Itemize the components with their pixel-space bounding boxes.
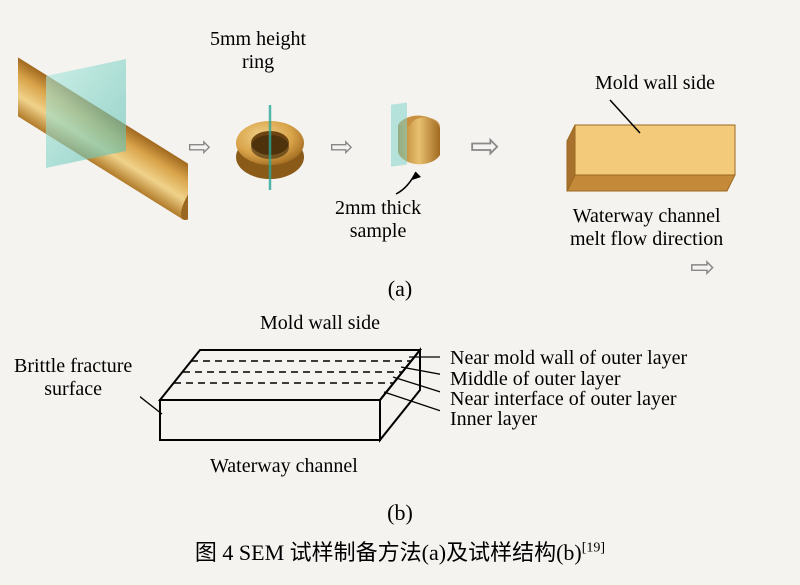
panel-b-marker: (b) xyxy=(0,500,800,526)
ring-label: 5mm height ring xyxy=(210,28,306,74)
panel-a-marker: (a) xyxy=(0,276,800,302)
sample-label: 2mm thick sample xyxy=(335,197,421,243)
tube-with-plane xyxy=(18,30,188,250)
arrow-step-3: ⇨ xyxy=(470,125,500,167)
ring-sample xyxy=(220,105,320,195)
layer-label-4: Inner layer xyxy=(450,408,537,431)
arrow-step-2: ⇨ xyxy=(330,130,353,164)
layer-label-1: Near mold wall of outer layer xyxy=(450,347,687,370)
waterway-channel-label: Waterway channel xyxy=(210,455,358,478)
final-block xyxy=(555,95,755,215)
half-ring-sample xyxy=(368,100,458,200)
caption-citation: [19] xyxy=(582,541,605,556)
arrow-step-1: ⇨ xyxy=(188,130,211,164)
figure-caption: 图 4 SEM 试样制备方法(a)及试样结构(b)[19] xyxy=(0,535,800,567)
mold-wall-side-label-a: Mold wall side xyxy=(595,72,715,95)
caption-text: 图 4 SEM 试样制备方法(a)及试样结构(b) xyxy=(195,540,582,565)
mold-wall-side-label-b: Mold wall side xyxy=(260,312,380,335)
brittle-fracture-label: Brittle fracture surface xyxy=(14,355,132,401)
flow-direction-label: Waterway channel melt flow direction xyxy=(570,205,723,251)
